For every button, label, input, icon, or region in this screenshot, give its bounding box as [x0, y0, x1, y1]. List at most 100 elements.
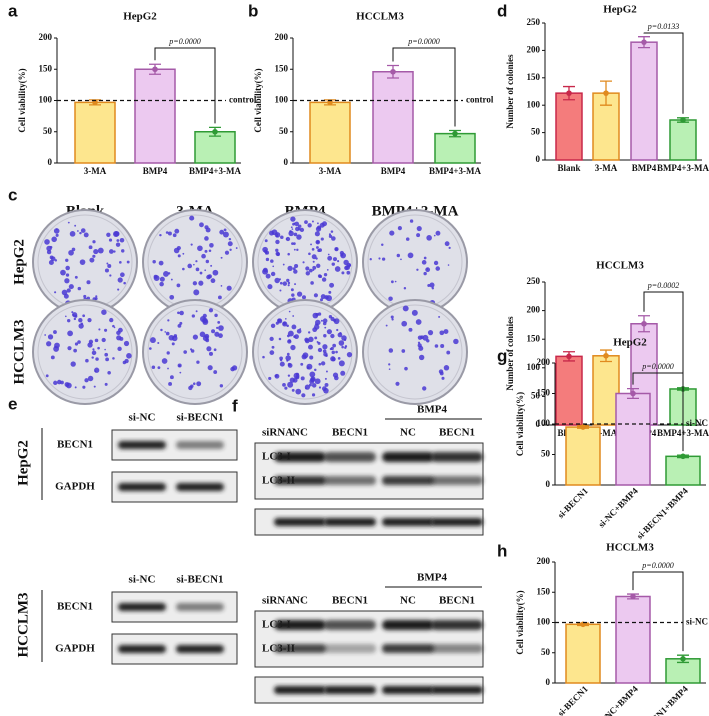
colony — [269, 336, 274, 342]
colony — [177, 323, 182, 328]
y-axis-label: Number of colonies — [505, 316, 515, 391]
colony — [77, 286, 82, 291]
band-label: BECN1 — [57, 439, 93, 451]
band — [431, 620, 483, 630]
colony — [74, 342, 79, 346]
data-point — [641, 320, 647, 327]
colony — [279, 356, 283, 361]
colony — [94, 367, 100, 373]
band — [431, 452, 483, 462]
lane-label: NC — [400, 595, 416, 607]
colony — [121, 249, 125, 253]
colony — [306, 363, 313, 370]
colony — [179, 310, 184, 316]
colony — [168, 382, 173, 386]
colony — [117, 327, 123, 333]
colony — [82, 314, 86, 318]
colony — [275, 239, 280, 245]
data-point — [580, 424, 586, 430]
colony — [290, 288, 294, 292]
p-value: p=0.0002 — [647, 281, 679, 290]
colony — [270, 259, 274, 263]
colony — [167, 231, 172, 236]
colony — [151, 365, 156, 370]
colony — [71, 247, 76, 252]
colony — [92, 348, 95, 351]
bar — [592, 355, 620, 426]
band — [274, 644, 326, 653]
colony — [290, 216, 296, 222]
colony — [311, 383, 317, 388]
colony — [277, 318, 283, 324]
colony — [73, 348, 77, 353]
colony — [407, 252, 414, 259]
colony — [199, 222, 204, 228]
colony — [415, 319, 422, 325]
plate-rim — [257, 304, 353, 400]
band — [324, 518, 376, 526]
colony — [92, 240, 96, 244]
colony — [291, 388, 295, 392]
colony — [224, 250, 230, 255]
band — [431, 686, 483, 694]
colony — [265, 273, 271, 279]
colony — [44, 334, 47, 336]
colony — [157, 342, 160, 345]
colony — [267, 284, 273, 290]
colony — [210, 264, 213, 267]
colony — [324, 382, 329, 387]
colony — [68, 249, 74, 256]
colony — [206, 346, 212, 352]
colony — [391, 318, 394, 321]
colony — [60, 380, 64, 385]
colony — [331, 350, 335, 355]
colony — [285, 355, 291, 361]
colony — [433, 234, 436, 237]
colony — [214, 313, 218, 318]
colony — [167, 367, 169, 370]
colony — [311, 248, 315, 251]
data-point — [566, 90, 572, 96]
colony — [104, 382, 108, 386]
colony — [296, 328, 302, 334]
colony — [219, 384, 224, 388]
colony — [308, 252, 311, 256]
colony — [107, 371, 111, 375]
y-tick-label: 100 — [275, 95, 289, 105]
colony — [106, 262, 109, 265]
colony — [332, 343, 337, 348]
colony — [305, 266, 310, 271]
colony — [192, 334, 198, 340]
colony — [119, 261, 122, 264]
y-tick-label: 50 — [279, 126, 289, 136]
colony — [171, 335, 178, 342]
significance-bracket — [643, 291, 684, 384]
colony — [287, 284, 290, 287]
panel-label: b — [248, 1, 258, 20]
colony — [325, 354, 328, 357]
colony — [279, 359, 283, 362]
colony — [448, 246, 451, 249]
colony — [67, 330, 73, 337]
p-value: p=0.0000 — [168, 37, 200, 46]
colony — [320, 319, 323, 322]
colony — [299, 328, 302, 330]
colony — [169, 375, 174, 380]
colony — [271, 345, 275, 349]
colony — [204, 249, 208, 253]
colony — [165, 231, 169, 234]
colony — [316, 222, 319, 225]
colony — [411, 309, 418, 316]
colony — [176, 283, 181, 288]
colony — [93, 248, 99, 255]
colony — [344, 345, 348, 348]
colony — [54, 291, 57, 294]
plate-rim — [367, 304, 463, 400]
colony — [322, 344, 328, 350]
colony — [346, 270, 351, 275]
colony — [340, 370, 346, 376]
colony — [64, 278, 70, 284]
row-label: HepG2 — [11, 239, 27, 285]
colony — [70, 361, 76, 367]
y-tick-label: 0 — [284, 157, 289, 167]
